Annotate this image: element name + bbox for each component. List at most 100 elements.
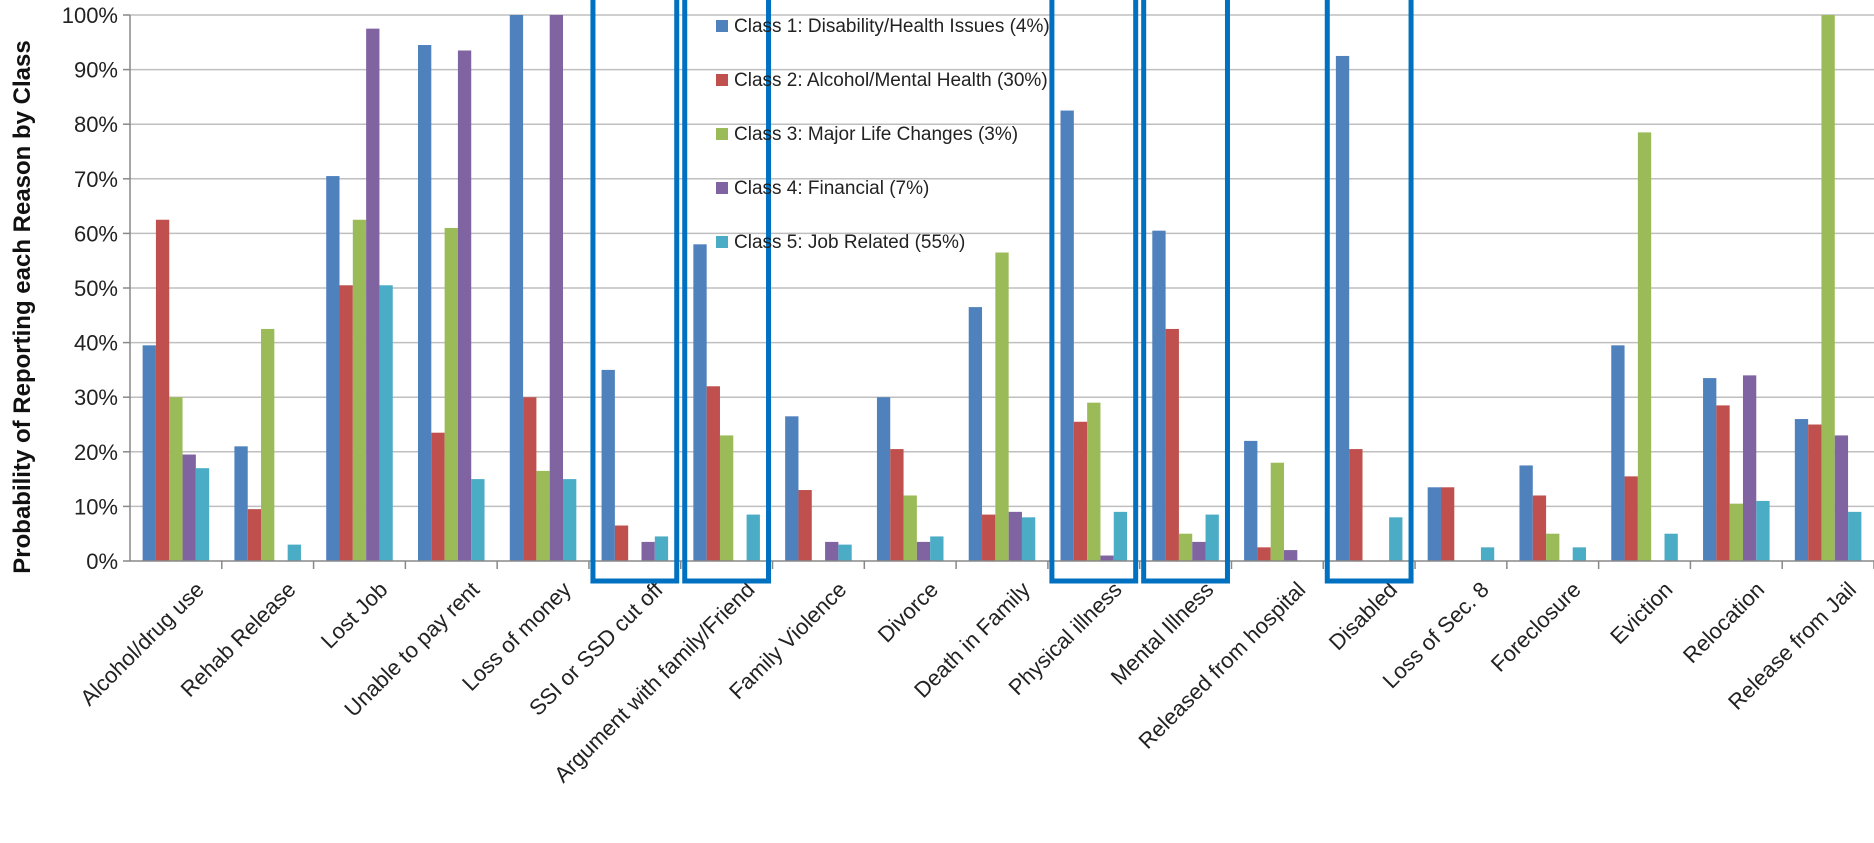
bar-3-loss-of-money bbox=[536, 470, 550, 561]
y-tick-label: 40% bbox=[74, 331, 118, 356]
y-tick-label: 70% bbox=[74, 167, 118, 192]
bar-3-divorce bbox=[903, 495, 917, 561]
bar-1-physical-illness bbox=[1060, 110, 1074, 562]
bar-2-divorce bbox=[890, 449, 904, 561]
y-tick-label: 30% bbox=[74, 385, 118, 410]
legend: Class 1: Disability/Health Issues (4%) Cl… bbox=[716, 16, 1050, 253]
bar-4-family-violence bbox=[825, 541, 839, 561]
bars bbox=[142, 15, 1862, 562]
bar-3-alcohol-drug-use bbox=[169, 397, 183, 561]
highlight-box bbox=[1324, 0, 1414, 584]
y-tick-label: 60% bbox=[74, 221, 118, 246]
bar-2-release-from-jail bbox=[1808, 424, 1822, 561]
bar-5-lost-job bbox=[379, 285, 393, 561]
bar-4-mental-illness bbox=[1192, 541, 1206, 561]
bar-1-foreclosure bbox=[1519, 465, 1533, 561]
bar-1-release-from-jail bbox=[1794, 419, 1809, 561]
bar-3-lost-job bbox=[352, 219, 367, 561]
bar-1-unable-to-pay-rent bbox=[417, 45, 432, 561]
bar-4-alcohol-drug-use bbox=[182, 454, 196, 561]
bar-4-release-from-jail bbox=[1834, 435, 1849, 561]
bar-3-death-in-family bbox=[995, 252, 1009, 561]
bar-2-alcohol-drug-use bbox=[155, 219, 170, 561]
bar-3-foreclosure bbox=[1546, 533, 1560, 561]
bar-5-alcohol-drug-use bbox=[195, 468, 210, 561]
bar-5-rehab-release bbox=[287, 544, 301, 561]
highlight-boxes bbox=[590, 0, 1414, 584]
bar-3-release-from-jail bbox=[1821, 15, 1835, 561]
bar-2-argument-with-family-friend bbox=[706, 386, 720, 561]
bar-5-relocation bbox=[1756, 500, 1770, 561]
y-tick-label: 0% bbox=[86, 549, 118, 574]
bar-2-physical-illness bbox=[1073, 421, 1088, 561]
bar-2-family-violence bbox=[798, 490, 812, 561]
highlight-box bbox=[1049, 0, 1139, 584]
x-tick-label: Foreclosure bbox=[1486, 577, 1586, 677]
bar-5-divorce bbox=[930, 536, 944, 561]
bar-5-ssi-or-ssd-cut-off bbox=[654, 536, 669, 561]
bar-2-rehab-release bbox=[247, 509, 262, 561]
bar-4-lost-job bbox=[366, 28, 380, 561]
bar-5-family-violence bbox=[838, 544, 852, 561]
bar-1-lost-job bbox=[326, 176, 340, 561]
bar-4-unable-to-pay-rent bbox=[457, 50, 472, 562]
bar-2-eviction bbox=[1624, 476, 1638, 561]
legend-label: Class 4: Financial (7%) bbox=[734, 178, 929, 199]
bar-2-ssi-or-ssd-cut-off bbox=[614, 525, 629, 561]
y-tick-label: 80% bbox=[74, 112, 118, 137]
bar-4-physical-illness bbox=[1100, 555, 1114, 561]
bar-1-loss-of-money bbox=[509, 15, 524, 561]
bar-3-eviction bbox=[1637, 132, 1652, 561]
bar-5-release-from-jail bbox=[1848, 511, 1862, 561]
bar-1-argument-with-family-friend bbox=[693, 244, 707, 561]
bar-2-lost-job bbox=[339, 285, 353, 561]
bar-5-loss-of-money bbox=[563, 479, 577, 561]
bar-2-unable-to-pay-rent bbox=[431, 432, 445, 561]
bar-1-loss-of-sec-8 bbox=[1427, 487, 1441, 561]
bar-2-disabled bbox=[1349, 449, 1363, 561]
bar-4-death-in-family bbox=[1008, 511, 1022, 561]
x-tick-label: Lost Job bbox=[316, 577, 392, 653]
x-tick-label: Relocation bbox=[1678, 577, 1769, 668]
y-tick-label: 50% bbox=[74, 276, 118, 301]
legend-swatch bbox=[716, 20, 728, 32]
legend-label: Class 2: Alcohol/Mental Health (30%) bbox=[734, 70, 1048, 91]
highlight-box bbox=[590, 0, 680, 584]
bar-2-foreclosure bbox=[1532, 495, 1547, 561]
x-tick-label: Eviction bbox=[1605, 577, 1677, 649]
bar-1-death-in-family bbox=[968, 307, 983, 561]
bar-5-foreclosure bbox=[1572, 547, 1587, 561]
bar-2-loss-of-money bbox=[523, 397, 537, 561]
legend-swatch bbox=[716, 182, 728, 194]
bar-3-unable-to-pay-rent bbox=[444, 227, 458, 561]
bar-1-family-violence bbox=[785, 416, 799, 561]
legend-label: Class 3: Major Life Changes (3%) bbox=[734, 124, 1018, 145]
bar-4-divorce bbox=[916, 541, 931, 561]
y-tick-label: 10% bbox=[74, 494, 118, 519]
bar-5-disabled bbox=[1389, 517, 1403, 561]
x-tick-label: Divorce bbox=[873, 577, 943, 647]
bar-3-argument-with-family-friend bbox=[719, 435, 734, 561]
legend-swatch bbox=[716, 236, 728, 248]
highlight-box bbox=[1141, 0, 1230, 584]
bar-3-mental-illness bbox=[1178, 533, 1193, 561]
bar-5-unable-to-pay-rent bbox=[471, 479, 485, 561]
bar-1-released-from-hospital bbox=[1244, 440, 1258, 561]
bar-4-relocation bbox=[1742, 375, 1757, 561]
bar-5-loss-of-sec-8 bbox=[1480, 547, 1495, 561]
bar-5-death-in-family bbox=[1021, 517, 1036, 561]
bar-1-disabled bbox=[1335, 55, 1350, 561]
bar-1-eviction bbox=[1611, 345, 1625, 561]
bar-4-released-from-hospital bbox=[1284, 550, 1298, 561]
y-axis-title: Probability of Reporting each Reason by … bbox=[9, 40, 36, 573]
legend-label: Class 5: Job Related (55%) bbox=[734, 232, 965, 253]
bar-4-ssi-or-ssd-cut-off bbox=[641, 541, 655, 561]
bar-2-released-from-hospital bbox=[1257, 547, 1271, 561]
bar-3-relocation bbox=[1729, 503, 1743, 561]
bar-3-rehab-release bbox=[261, 328, 275, 561]
bar-1-mental-illness bbox=[1152, 230, 1166, 562]
bar-2-loss-of-sec-8 bbox=[1440, 487, 1455, 561]
x-tick-label: Released from hospital bbox=[1133, 577, 1310, 754]
